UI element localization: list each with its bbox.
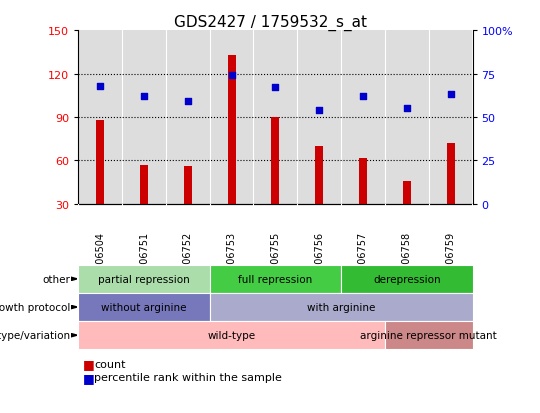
Polygon shape: [71, 278, 77, 281]
Point: [184, 99, 192, 105]
Text: derepression: derepression: [373, 274, 441, 284]
Text: GSM106752: GSM106752: [183, 231, 193, 290]
Bar: [272, 118, 279, 204]
Text: wild-type: wild-type: [207, 330, 255, 340]
Text: genotype/variation: genotype/variation: [0, 330, 70, 340]
Text: GSM106755: GSM106755: [271, 231, 280, 290]
Bar: [403, 181, 411, 204]
Text: partial repression: partial repression: [98, 274, 190, 284]
Text: growth protocol: growth protocol: [0, 302, 70, 312]
Text: percentile rank within the sample: percentile rank within the sample: [94, 373, 282, 382]
Polygon shape: [71, 306, 77, 309]
Text: ■: ■: [83, 371, 94, 384]
Point: [359, 94, 367, 100]
Point: [446, 92, 455, 98]
Point: [402, 106, 411, 112]
Point: [271, 85, 280, 92]
Text: with arginine: with arginine: [307, 302, 375, 312]
Text: full repression: full repression: [238, 274, 313, 284]
Bar: [140, 165, 148, 204]
Text: arginine repressor mutant: arginine repressor mutant: [360, 330, 497, 340]
Text: GSM106758: GSM106758: [402, 231, 412, 290]
Text: ■: ■: [83, 357, 94, 370]
Text: GSM106757: GSM106757: [358, 231, 368, 290]
Bar: [447, 144, 455, 204]
Text: GSM106504: GSM106504: [95, 231, 105, 290]
Text: other: other: [42, 274, 70, 284]
Text: GSM106759: GSM106759: [446, 231, 456, 290]
Text: without arginine: without arginine: [102, 302, 187, 312]
Text: GSM106751: GSM106751: [139, 231, 149, 290]
Text: GSM106753: GSM106753: [227, 231, 237, 290]
Bar: [184, 167, 192, 204]
Bar: [315, 147, 323, 204]
Polygon shape: [71, 334, 77, 337]
Bar: [96, 121, 104, 204]
Text: GSM106756: GSM106756: [314, 231, 324, 290]
Point: [315, 107, 323, 114]
Text: count: count: [94, 359, 126, 369]
Text: GDS2427 / 1759532_s_at: GDS2427 / 1759532_s_at: [173, 14, 367, 31]
Bar: [228, 55, 235, 204]
Point: [227, 73, 236, 79]
Point: [140, 94, 149, 100]
Point: [96, 83, 105, 90]
Bar: [359, 158, 367, 204]
